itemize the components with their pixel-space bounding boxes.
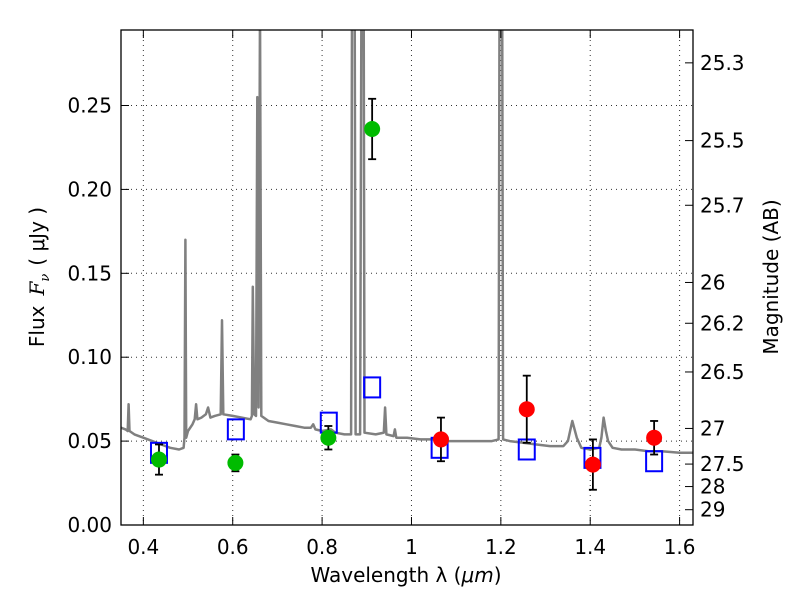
- y-tick-label: 0.10: [67, 345, 112, 369]
- x-tick-label: 1: [405, 535, 418, 559]
- x-tick-label: 0.6: [217, 535, 249, 559]
- observed-point: [364, 121, 381, 137]
- y-tick-label: 0.25: [67, 94, 112, 118]
- mag-tick-label: 27: [700, 416, 725, 440]
- model-photometry-square: [363, 376, 382, 399]
- mag-tick-label: 25.7: [700, 193, 745, 217]
- mag-tick-label: 25.5: [700, 129, 745, 153]
- y-axis-label: FluxFν( μJy ): [25, 207, 53, 347]
- mag-tick-label: 26.2: [700, 311, 745, 335]
- y-tick-label: 0.15: [67, 261, 112, 285]
- x-tick-label: 1.2: [485, 535, 517, 559]
- mag-tick-label: 28: [700, 475, 725, 499]
- model-photometry-square: [226, 418, 245, 441]
- mag-tick-label: 25.3: [700, 51, 745, 75]
- series-layer: [121, 30, 693, 491]
- y-tick-label: 0.20: [67, 177, 112, 201]
- observed-point: [518, 401, 535, 418]
- mag-tick-label: 26: [700, 270, 725, 294]
- x-tick-label: 1.6: [664, 535, 696, 559]
- x-tick-label: 0.4: [127, 535, 159, 559]
- axis-ticks: 0.4 0.6 0.8 1 1.2 1.4 1.6 0.00 0.05 0.10 0.15 0.20 0…: [67, 30, 745, 559]
- plot-frame: [120, 29, 694, 526]
- observed-point: [227, 454, 244, 471]
- y-tick-label: 0.05: [67, 429, 112, 453]
- observed-point: [584, 456, 601, 473]
- mag-tick-label: 29: [700, 498, 725, 522]
- y-tick-label: 0.00: [67, 513, 112, 537]
- spectrum-line: [121, 30, 693, 455]
- mag-tick-label: 26.5: [700, 360, 745, 384]
- observed-point: [432, 431, 449, 448]
- y2-axis-label: Magnitude (AB): [759, 199, 783, 354]
- observed-point: [320, 429, 337, 446]
- observed-point: [646, 429, 663, 446]
- x-tick-label: 0.8: [306, 535, 338, 559]
- x-tick-label: 1.4: [574, 535, 606, 559]
- observed-point: [150, 451, 167, 468]
- x-axis-label: Wavelength λ (μm): [310, 563, 501, 587]
- mag-tick-label: 27.5: [700, 452, 745, 476]
- grid-lines: [121, 30, 693, 526]
